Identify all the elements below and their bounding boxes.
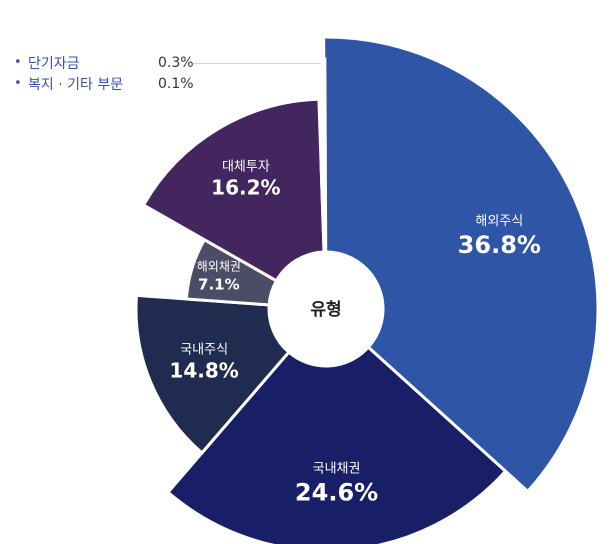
- slice-welfare-other[interactable]: [320, 57, 328, 254]
- center-hole: [269, 252, 383, 366]
- legend: • 단기자금 0.3% • 복지 · 기타 부문 0.1%: [14, 52, 194, 94]
- legend-item-welfare-other: • 복지 · 기타 부문 0.1%: [14, 73, 194, 94]
- legend-value: 0.3%: [158, 54, 194, 71]
- slice-label-domestic-stocks: 국내주식: [180, 343, 228, 358]
- slice-label-overseas-stocks: 해외주식: [475, 214, 523, 229]
- legend-item-short-term: • 단기자금 0.3%: [14, 52, 194, 73]
- slice-value-domestic-stocks: 14.8%: [169, 359, 238, 383]
- slice-value-alternative-investments: 16.2%: [211, 175, 280, 199]
- slice-value-domestic-bonds: 24.6%: [295, 479, 378, 507]
- legend-value: 0.1%: [158, 75, 194, 92]
- legend-label: 단기자금: [28, 55, 80, 72]
- legend-label: 복지 · 기타 부문: [28, 76, 124, 93]
- slice-label-overseas-bonds: 해외채권: [197, 259, 241, 273]
- slice-label-alternative-investments: 대체투자: [222, 159, 270, 174]
- slice-value-overseas-bonds: 7.1%: [198, 275, 240, 293]
- slice-label-domestic-bonds: 국내채권: [313, 462, 361, 477]
- slice-value-overseas-stocks: 36.8%: [458, 231, 541, 259]
- legend-leader-line: [192, 63, 322, 64]
- center-label: 유형: [310, 299, 341, 320]
- legend-bullet-icon: •: [14, 76, 22, 91]
- legend-bullet-icon: •: [14, 55, 22, 70]
